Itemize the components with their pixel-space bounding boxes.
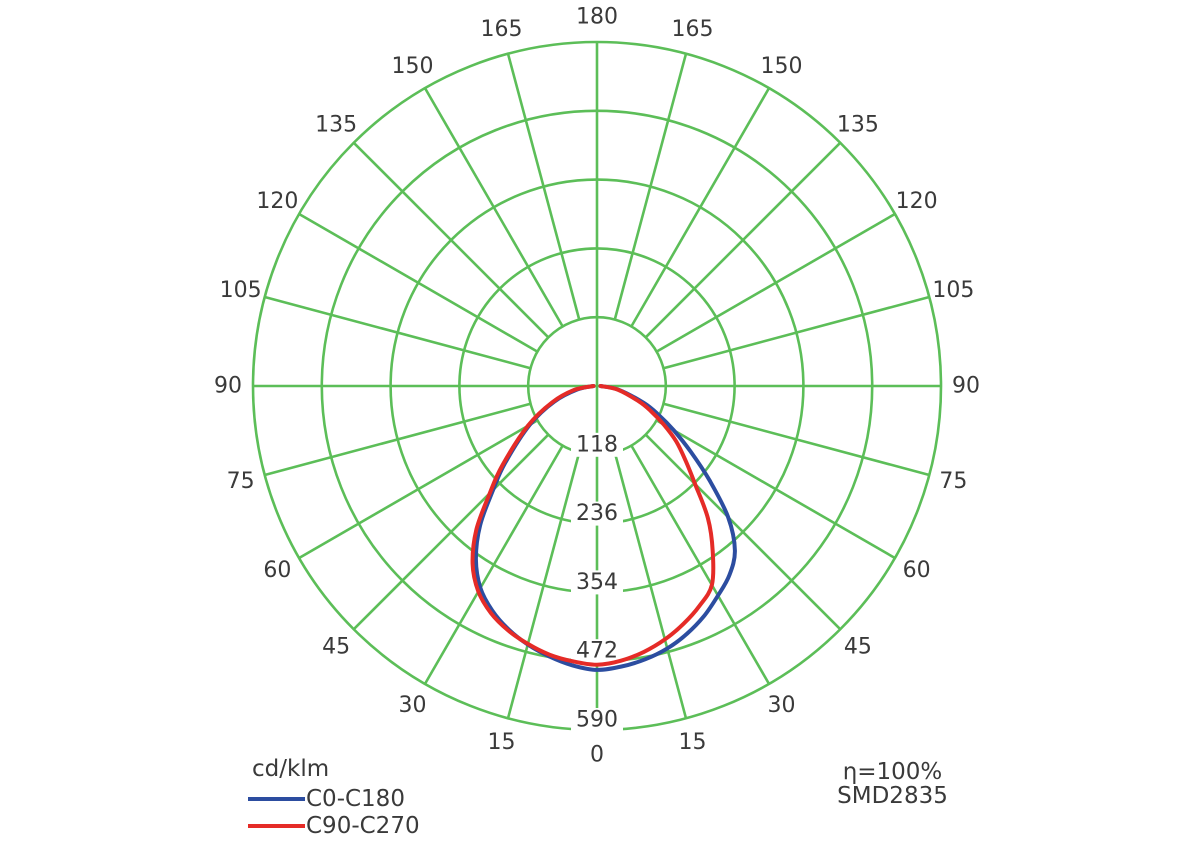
- ring-value-label: 590: [576, 708, 618, 733]
- polar-grid-spoke: [655, 212, 896, 353]
- ring-value-label: 118: [576, 432, 618, 457]
- polar-grid-spoke: [663, 402, 930, 477]
- angle-label: 150: [392, 54, 434, 79]
- angle-label: 165: [672, 17, 714, 42]
- angle-label: 0: [590, 743, 604, 768]
- ring-value-label: 236: [576, 501, 618, 526]
- curve-c90-c270: [470, 384, 716, 667]
- angle-label: 120: [896, 189, 938, 214]
- angle-label: 135: [837, 113, 879, 138]
- polar-grid-spoke: [613, 53, 688, 320]
- angle-label: 45: [322, 634, 350, 659]
- angle-label: 30: [399, 693, 427, 718]
- ring-label-mask: [571, 708, 623, 732]
- angle-label: 75: [227, 469, 255, 494]
- legend-item-c0-c180: C0-C180: [248, 785, 420, 812]
- angle-label: 105: [932, 278, 974, 303]
- polar-grid-spoke: [663, 295, 930, 370]
- angle-label: 120: [256, 189, 298, 214]
- polar-grid-spokes: [264, 53, 930, 719]
- ring-label-mask: [571, 432, 623, 457]
- polar-grid-spoke: [352, 433, 550, 631]
- polar-grid-spoke: [630, 87, 771, 328]
- angle-label: 150: [761, 54, 803, 79]
- angle-label: 45: [844, 634, 872, 659]
- polar-grid-spoke: [298, 419, 539, 560]
- angle-label: 15: [679, 730, 707, 755]
- angle-label: 60: [903, 558, 931, 583]
- legend: cd/klm C0-C180 C90-C270: [248, 756, 420, 839]
- legend-units-label: cd/klm: [252, 756, 330, 782]
- polar-grid-spoke: [264, 402, 531, 477]
- ring-label-mask: [571, 501, 623, 526]
- polar-grid-spoke: [655, 419, 896, 560]
- angle-label: 165: [481, 17, 523, 42]
- polar-grid-spoke: [644, 433, 842, 631]
- legend-item-c90-c270: C90-C270: [248, 812, 420, 839]
- angle-label: 180: [576, 5, 618, 30]
- ring-label-mask: [571, 639, 623, 664]
- polar-grid-spoke: [264, 295, 531, 370]
- polar-grid-spoke: [423, 444, 564, 685]
- ring-value-label: 472: [576, 639, 618, 664]
- polar-grid-spoke: [506, 452, 581, 719]
- polar-grid-spoke: [630, 444, 771, 685]
- legend-swatch-c90-c270-line: [248, 823, 305, 828]
- angle-label: 75: [939, 469, 967, 494]
- angle-label: 60: [263, 558, 291, 583]
- angle-label: 15: [488, 730, 516, 755]
- ring-value-label: 354: [576, 570, 618, 595]
- legend-label-c0-c180: C0-C180: [306, 785, 405, 812]
- angle-label: 30: [768, 693, 796, 718]
- polar-grid-spoke: [644, 141, 842, 339]
- polar-grid-spoke: [352, 141, 550, 339]
- polar-grid-spoke: [613, 452, 688, 719]
- led-chip-label: SMD2835: [837, 783, 948, 809]
- legend-label-c90-c270: C90-C270: [306, 812, 420, 839]
- ring-value-labels: 118 236 354 472 590: [571, 432, 623, 733]
- polar-grid-spoke: [506, 53, 581, 320]
- ring-label-mask: [571, 570, 623, 595]
- angle-labels: 0 15 15 30 30 45 45 60 60 75 75 90 90 105 105 120 120 135…: [214, 5, 980, 768]
- angle-label: 90: [952, 374, 980, 399]
- angle-label: 105: [220, 278, 262, 303]
- angle-label: 135: [315, 113, 357, 138]
- angle-label: 90: [214, 374, 242, 399]
- legend-swatch-c0-c180-line: [248, 796, 305, 801]
- efficiency-label: η=100%: [842, 759, 943, 785]
- polar-axes: [253, 42, 941, 730]
- polar-grid-spoke: [423, 87, 564, 328]
- annotation-block: η=100% SMD2835: [810, 760, 975, 808]
- polar-grid-spoke: [298, 212, 539, 353]
